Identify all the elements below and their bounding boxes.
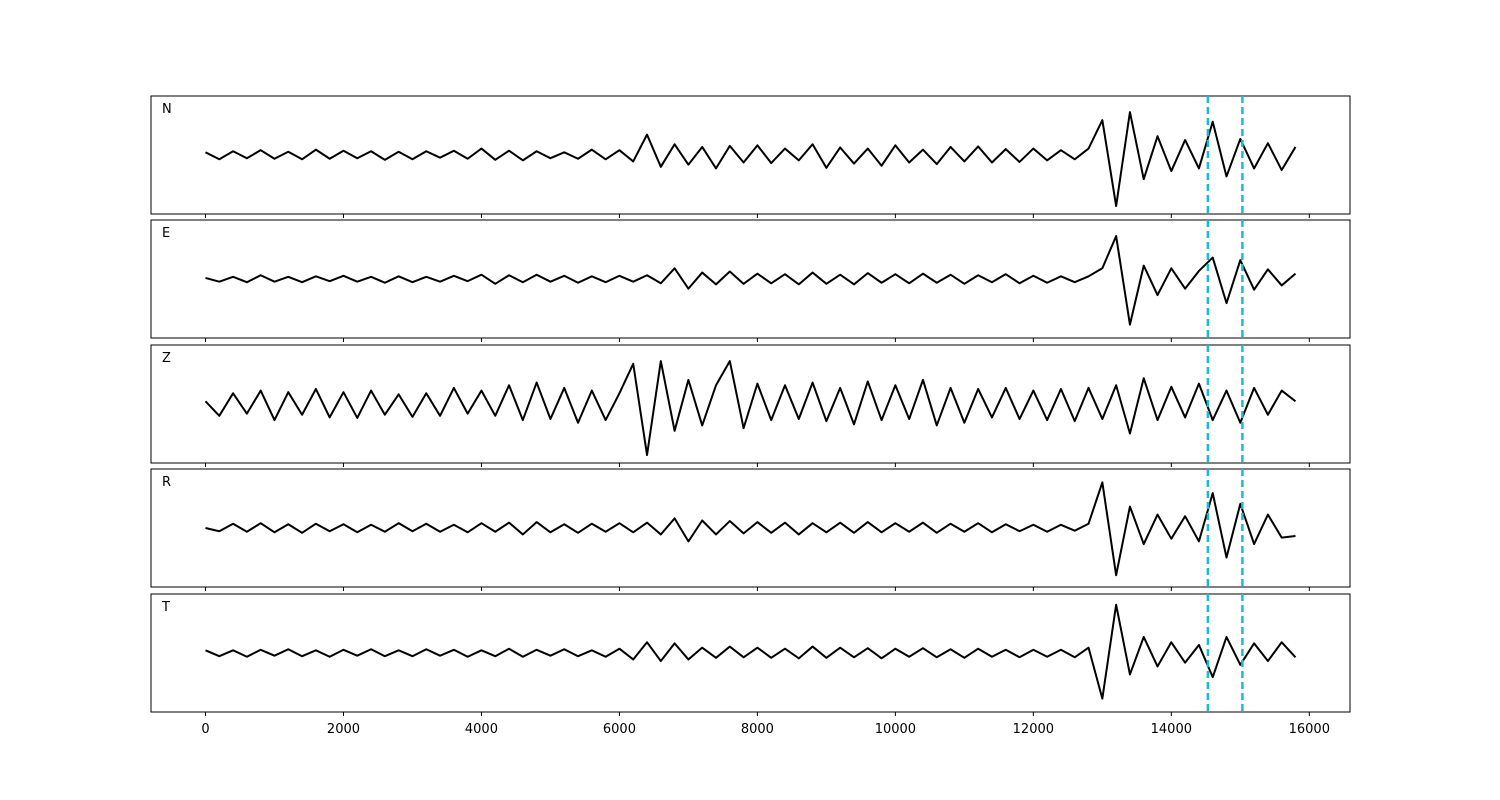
x-tick-label: 2000: [327, 722, 360, 737]
trace: [205, 481, 1296, 577]
x-tick-label: 8000: [741, 722, 774, 737]
x-tick-label: 10000: [875, 722, 916, 737]
panel-label: R: [162, 475, 171, 490]
panel-label: Z: [162, 351, 171, 366]
trace: [205, 235, 1297, 326]
panel-frame: [150, 95, 1351, 215]
panel-frame: [150, 344, 1351, 464]
x-tick-label: 14000: [1151, 722, 1192, 737]
panel-frame: [150, 593, 1351, 713]
trace: [205, 603, 1297, 700]
panel-label: N: [162, 102, 172, 117]
x-tick-label: 4000: [465, 722, 498, 737]
panel-frame: [150, 219, 1351, 339]
panel-frame: [150, 468, 1351, 588]
x-tick-label: 16000: [1289, 722, 1330, 737]
trace: [204, 360, 1297, 456]
panel-label: T: [161, 600, 170, 615]
panel-label: E: [162, 226, 170, 241]
x-tick-label: 12000: [1013, 722, 1054, 737]
trace: [205, 111, 1297, 207]
x-tick-label: 0: [201, 722, 209, 737]
x-tick-label: 6000: [603, 722, 636, 737]
